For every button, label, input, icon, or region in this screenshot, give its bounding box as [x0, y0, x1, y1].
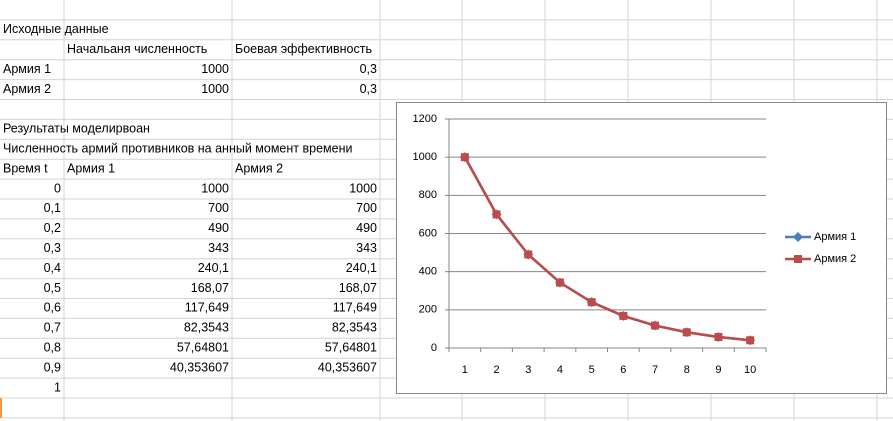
point — [555, 278, 564, 287]
x-tick-label: 8 — [684, 364, 690, 376]
y-tick-label: 0 — [431, 342, 437, 354]
legend-marker — [794, 255, 802, 263]
cell-text: Численность армий противников на анный м… — [3, 142, 352, 156]
cell-text: Армия 1 — [3, 62, 51, 76]
cell-text: 117,649 — [333, 301, 377, 315]
cell-text: 40,353607 — [170, 360, 229, 374]
x-tick-label: 2 — [493, 364, 499, 376]
cell-text: 700 — [208, 201, 229, 215]
cell-text: 40,353607 — [318, 360, 377, 374]
cell-text: 0,2 — [44, 221, 61, 235]
point — [524, 250, 533, 259]
legend-label: Армия 2 — [814, 253, 856, 265]
cell-text: 0,3 — [44, 241, 61, 255]
chart-frame — [396, 102, 887, 394]
cell-text: 0,3 — [360, 82, 377, 96]
cell-text: 0,6 — [44, 301, 61, 315]
cell-text: 1000 — [201, 62, 229, 76]
point — [651, 321, 660, 330]
cell-text: 1000 — [201, 181, 229, 195]
point — [587, 298, 596, 307]
point — [682, 328, 691, 337]
cell-text: 1000 — [349, 181, 377, 195]
chart: 0 200 400 600 800 1000 1200 1 2 3 4 5 6 7 8 9 10 Армия 1 А… — [396, 102, 887, 394]
y-tick-label: 600 — [419, 227, 437, 239]
cell-text: 0 — [54, 181, 61, 195]
selection-marker — [0, 398, 2, 418]
cell-text: 57,64801 — [177, 341, 229, 355]
cell-text: 1000 — [201, 82, 229, 96]
cell-text: 0,9 — [44, 360, 61, 374]
cell-text: 240,1 — [198, 261, 229, 275]
x-tick-label: 10 — [744, 364, 756, 376]
point — [492, 210, 501, 219]
point — [746, 336, 755, 345]
cell-text: 57,64801 — [325, 341, 377, 355]
cell-text: 490 — [356, 221, 377, 235]
cell-text: 168,07 — [339, 281, 377, 295]
cell-text: Исходные данные — [3, 22, 109, 36]
x-tick-label: 1 — [462, 364, 468, 376]
x-tick-label: 7 — [652, 364, 658, 376]
cell-text: Армия 2 — [3, 82, 51, 96]
cell-text: 0,1 — [44, 201, 61, 215]
cell-text: 0,4 — [44, 261, 61, 275]
x-tick-label: 9 — [715, 364, 721, 376]
cell-text: Результаты моделирвоан — [3, 122, 150, 136]
cell-text: 0,8 — [44, 341, 61, 355]
cell-text: 0,3 — [360, 62, 377, 76]
point — [619, 311, 628, 320]
y-tick-label: 1000 — [413, 151, 437, 163]
cell-text: 700 — [356, 201, 377, 215]
legend-label: Армия 1 — [814, 231, 856, 243]
x-tick-label: 5 — [589, 364, 595, 376]
y-tick-label: 400 — [419, 266, 437, 278]
cell-text: 0,7 — [44, 321, 61, 335]
cell-text: 82,3543 — [332, 321, 377, 335]
cell-text: 343 — [356, 241, 377, 255]
cell-text: 490 — [208, 221, 229, 235]
point — [460, 153, 469, 162]
legend-marker — [793, 232, 803, 242]
cell-text: Армия 2 — [235, 161, 283, 175]
cell-text: 117,649 — [185, 301, 229, 315]
cell-text: 1 — [54, 380, 61, 394]
x-tick-label: 6 — [620, 364, 626, 376]
y-tick-label: 1200 — [413, 113, 437, 125]
series-line — [463, 156, 751, 342]
cell-text: Армия 1 — [67, 161, 115, 175]
cell-text: Время t — [3, 161, 48, 175]
cell-text: 82,3543 — [184, 321, 229, 335]
x-tick-label: 4 — [557, 364, 563, 376]
cell-text: 240,1 — [346, 261, 377, 275]
y-tick-label: 800 — [419, 189, 437, 201]
point — [714, 332, 723, 341]
cell-text: Боевая эффективность — [235, 42, 372, 56]
y-tick-label: 200 — [419, 304, 437, 316]
x-tick-label: 3 — [525, 364, 531, 376]
cell-text: Начальаня численность — [67, 42, 207, 56]
cell-text: 168,07 — [191, 281, 229, 295]
cell-text: 343 — [208, 241, 229, 255]
cell-text: 0,5 — [44, 281, 61, 295]
